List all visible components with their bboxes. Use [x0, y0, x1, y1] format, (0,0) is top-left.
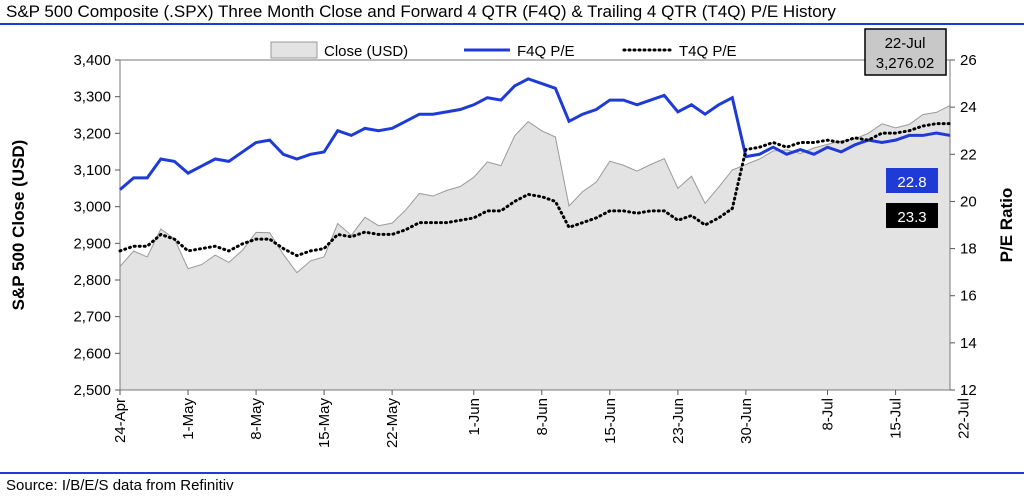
pe-history-chart: 2,500 2,600 2,700 2,800 2,900 3,000 3,100 3,200… [9, 28, 1016, 449]
y-left-tick-label: 2,800 [73, 272, 111, 289]
plot-frame [119, 59, 951, 391]
f4q-pe-line [119, 77, 951, 191]
x-tick-label: 15-Jul [888, 398, 905, 439]
y-right-tick-label: 20 [960, 193, 977, 210]
x-tick-label: 22-Jul [956, 398, 973, 439]
y-right-tick-label: 14 [960, 335, 977, 352]
x-tick-label: 23-Jun [670, 398, 687, 444]
y-right-tick-label: 16 [960, 288, 977, 305]
x-tick-label: 8-Jun [534, 398, 551, 436]
y-left-tick-label: 3,000 [73, 199, 111, 216]
legend-label-close: Close (USD) [324, 43, 408, 60]
y-right-tick-label: 12 [960, 382, 977, 399]
f4q-value-box [886, 168, 938, 193]
y-left-tick-label: 3,400 [73, 52, 111, 69]
legend-label-f4q: F4Q P/E [517, 43, 575, 60]
x-tick-label: 24-Apr [112, 398, 129, 443]
y-left-tick-label: 2,500 [73, 382, 111, 399]
y-left-tick-label: 3,300 [73, 89, 111, 106]
y-right-tick-label: 22 [960, 146, 977, 163]
t4q-value-label: 23.3 [897, 209, 926, 226]
t4q-pe-line [118, 122, 952, 258]
date-box-date: 22-Jul [885, 35, 926, 52]
f4q-value-label: 22.8 [897, 174, 926, 191]
bottom-divider [0, 472, 1024, 474]
date-value-box [864, 28, 947, 76]
y-right-axis-title: P/E Ratio [997, 188, 1016, 263]
y-left-tick-label: 2,600 [73, 345, 111, 362]
x-tick-label: 22-May [384, 398, 401, 449]
y-right-tick-label: 26 [960, 52, 977, 69]
y-left-axis-title: S&P 500 Close (USD) [9, 140, 28, 311]
source-note: Source: I/B/E/S data from Refinitiv [6, 477, 234, 494]
date-box-value: 3,276.02 [876, 55, 934, 72]
x-tick-label: 1-Jun [466, 398, 483, 436]
x-tick-label: 30-Jun [738, 398, 755, 444]
top-divider [0, 23, 1024, 25]
x-tick-label: 15-Jun [602, 398, 619, 444]
chart-title: S&P 500 Composite (.SPX) Three Month Clo… [6, 2, 836, 21]
close-usd-area [119, 104, 951, 391]
legend-label-t4q: T4Q P/E [679, 43, 737, 60]
y-right-tick-label: 24 [960, 99, 977, 116]
y-left-tick-label: 3,100 [73, 162, 111, 179]
y-left-tick-label: 2,900 [73, 235, 111, 252]
t4q-value-box [886, 203, 938, 228]
y-left-tick-label: 3,200 [73, 125, 111, 142]
x-tick-label: 8-May [248, 398, 265, 440]
x-tick-label: 1-May [180, 398, 197, 440]
x-tick-label: 8-Jul [820, 398, 837, 431]
x-tick-label: 15-May [316, 398, 333, 449]
y-left-tick-label: 2,700 [73, 309, 111, 326]
legend-swatch-close [270, 41, 318, 59]
y-right-tick-label: 18 [960, 241, 977, 258]
